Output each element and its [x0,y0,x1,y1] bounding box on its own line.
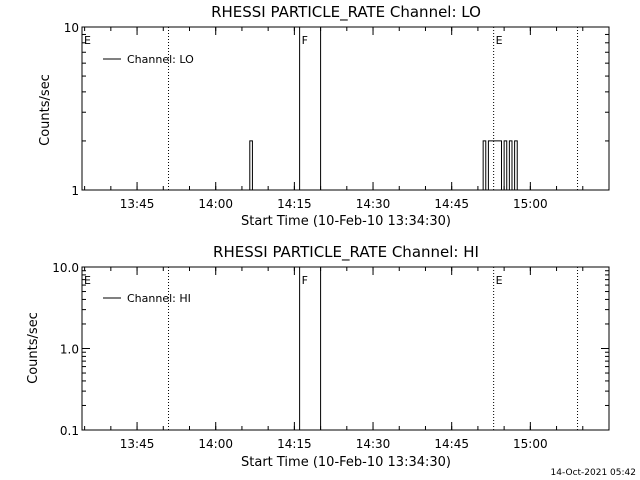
hi-x-tick-label: 14:30 [356,437,391,451]
lo-y-tick-label: 10 [64,21,79,35]
lo-event-label: E [496,34,503,47]
hi-y-tick-label: 1.0 [60,343,79,357]
hi-legend-label: Channel: HI [127,292,191,305]
hi-x-axis-label: Start Time (10-Feb-10 13:34:30) [241,455,451,470]
hi-y-axis-label: Counts/sec [26,312,41,384]
lo-x-tick-label: 14:15 [277,197,312,211]
hi-event-label: F [302,274,308,287]
lo-x-tick-label: 15:00 [513,197,548,211]
hi-x-tick-label: 14:15 [277,437,312,451]
lo-legend-label: Channel: LO [127,53,194,66]
lo-channel-panel: RHESSI PARTICLE_RATE Channel: LO Counts/… [38,3,610,229]
hi-event-label: E [84,274,91,287]
hi-y-tick-label: 0.1 [60,424,79,438]
lo-x-tick-label: 13:45 [120,197,155,211]
lo-event-label: E [84,34,91,47]
hi-channel-panel: RHESSI PARTICLE_RATE Channel: HI Counts/… [26,243,610,470]
hi-x-tick-label: 14:00 [198,437,233,451]
lo-x-tick-label: 14:30 [356,197,391,211]
hi-chart-title: RHESSI PARTICLE_RATE Channel: HI [213,243,479,262]
hi-y-tick-label: 10.0 [52,261,79,275]
hi-x-tick-label: 13:45 [120,437,155,451]
hi-x-tick-label: 15:00 [513,437,548,451]
lo-x-tick-label: 14:00 [198,197,233,211]
lo-event-label: F [302,34,308,47]
lo-x-axis-label: Start Time (10-Feb-10 13:34:30) [241,214,451,229]
lo-y-axis-label: Counts/sec [38,74,53,146]
hi-legend: Channel: HI [103,292,191,305]
lo-y-tick-label: 1 [71,184,79,198]
hi-x-tick-label: 14:45 [434,437,469,451]
footer-timestamp: 14-Oct-2021 05:42 [551,468,636,478]
lo-chart-title: RHESSI PARTICLE_RATE Channel: LO [211,3,481,22]
lo-legend: Channel: LO [103,53,194,66]
lo-plot-frame [81,26,610,191]
hi-plot-frame [81,266,610,431]
hi-event-label: E [496,274,503,287]
lo-x-tick-label: 14:45 [434,197,469,211]
